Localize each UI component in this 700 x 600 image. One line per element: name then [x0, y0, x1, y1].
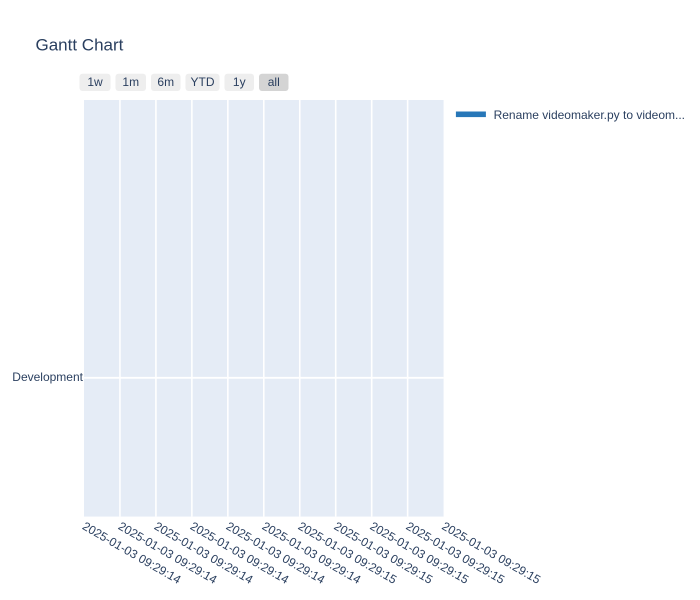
svg-text:1w: 1w	[87, 75, 103, 89]
svg-text:6m: 6m	[157, 75, 174, 89]
svg-text:all: all	[268, 75, 280, 89]
svg-text:1y: 1y	[233, 75, 246, 89]
svg-text:Development: Development	[12, 370, 83, 384]
svg-text:Rename videomaker.py to videom: Rename videomaker.py to videom...	[494, 108, 685, 122]
svg-text:Gantt Chart: Gantt Chart	[36, 35, 124, 54]
svg-text:YTD: YTD	[191, 75, 215, 89]
svg-text:1m: 1m	[122, 75, 139, 89]
